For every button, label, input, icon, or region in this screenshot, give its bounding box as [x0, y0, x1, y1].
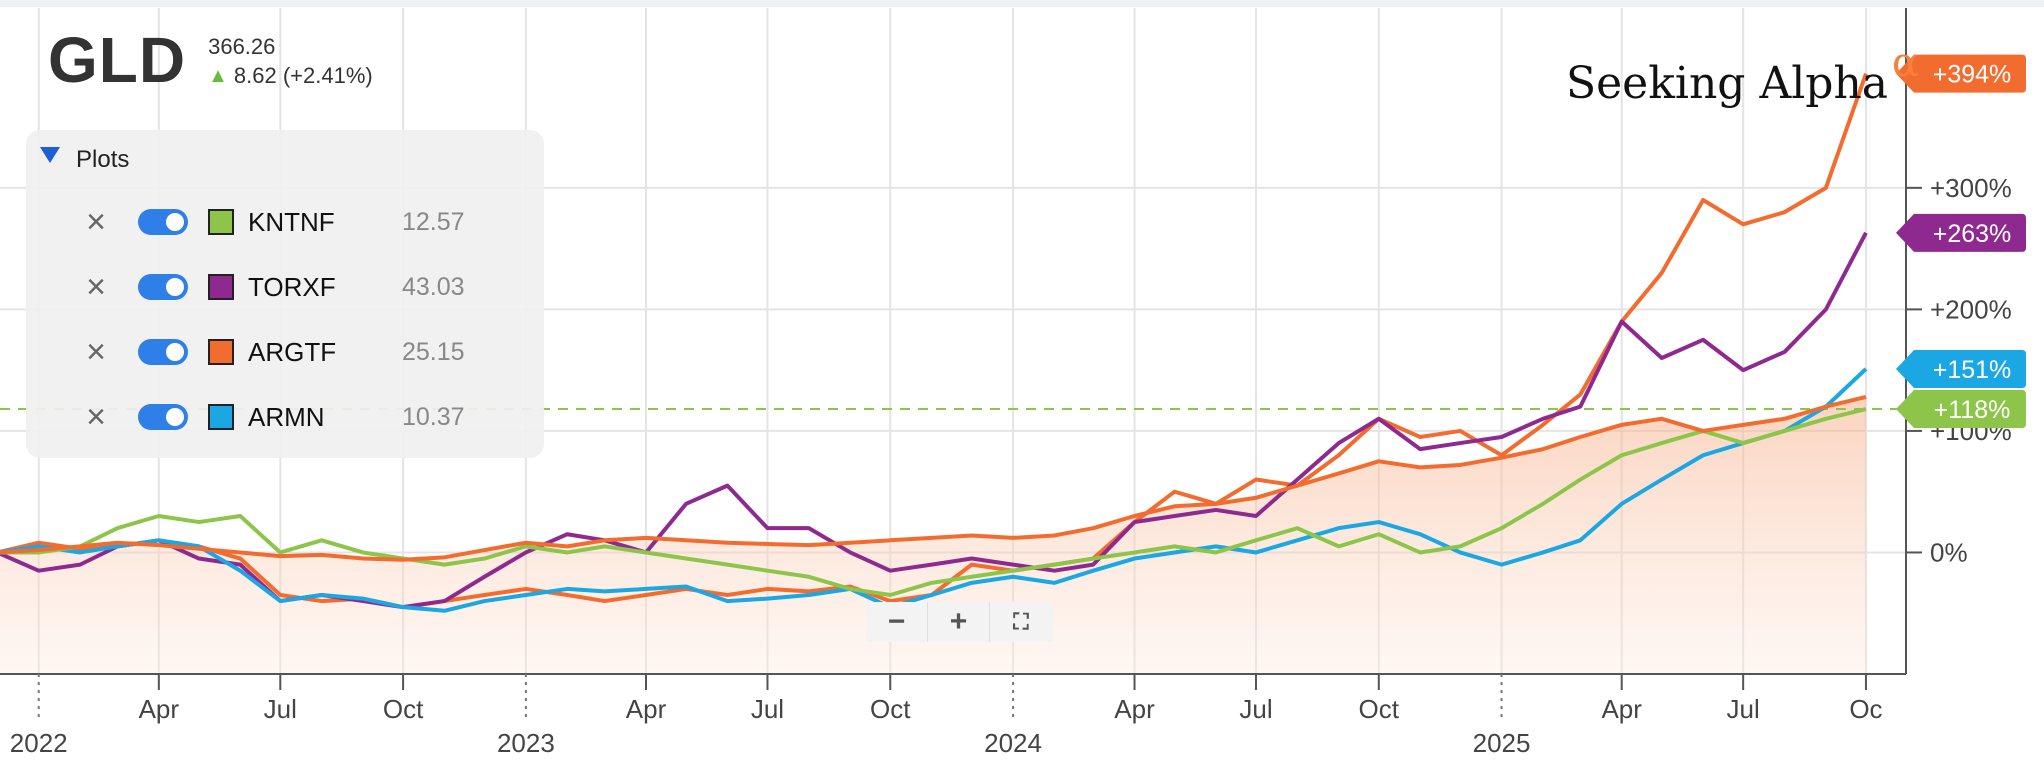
color-swatch — [208, 274, 234, 300]
close-icon[interactable]: × — [86, 203, 106, 241]
legend-value: 43.03 — [402, 272, 465, 301]
price-change-value: 8.62 (+2.41%) — [233, 63, 373, 88]
x-year-label: 2022 — [10, 728, 68, 758]
zoom-controls: − + ⛶ — [866, 602, 1054, 642]
quote-block: 366.26 ▲ 8.62 (+2.41%) — [208, 32, 373, 90]
end-label-text: +263% — [1933, 220, 2012, 248]
x-month-label: Oct — [383, 694, 424, 724]
legend-value: 12.57 — [402, 207, 465, 236]
color-swatch — [208, 339, 234, 365]
logo-text: Seeking Alpha — [1566, 58, 1889, 109]
color-swatch — [208, 209, 234, 235]
ticker-symbol: GLD — [48, 24, 187, 96]
y-tick-label: +200% — [1930, 294, 2012, 324]
x-year-label: 2025 — [1473, 728, 1531, 758]
end-label-bg — [1896, 213, 2026, 252]
legend-ticker: ARGTF — [248, 336, 337, 367]
plots-panel: Plots × KNTNF 12.57 × TORXF 43.03 × ARGTF 25.15 ×… — [26, 130, 544, 458]
series-lines — [0, 72, 1906, 613]
visibility-toggle[interactable] — [138, 209, 188, 235]
end-label-kntnf: +118% — [1896, 390, 2026, 429]
x-month-label: Apr — [139, 694, 180, 724]
triangle-down-icon — [40, 147, 60, 163]
toggle-knob — [166, 278, 184, 296]
series-line-kntnf — [0, 407, 1867, 597]
legend-ticker: TORXF — [248, 271, 336, 302]
x-month-label: Oct — [870, 694, 911, 724]
x-month-label: Jul — [264, 694, 297, 724]
series-line-armn — [0, 367, 1868, 613]
end-labels: +394% +263% +151% +118% — [1896, 54, 2026, 429]
x-month-label: Jul — [1727, 694, 1760, 724]
end-label-torxf: +263% — [1896, 213, 2026, 252]
zoom-out-button[interactable]: − — [866, 602, 928, 642]
seeking-alpha-logo: Seeking Alpha α — [1566, 40, 1919, 109]
legend-value: 10.37 — [402, 402, 465, 431]
x-year-label: 2024 — [984, 728, 1042, 758]
legend-item-kntnf: × KNTNF 12.57 — [84, 202, 465, 242]
x-month-label: Apr — [1114, 694, 1155, 724]
alpha-glyph: α — [1892, 40, 1920, 86]
end-label-text: +118% — [1934, 396, 2011, 424]
close-icon[interactable]: × — [86, 268, 106, 306]
y-tick-label: +300% — [1930, 173, 2012, 203]
legend-ticker: KNTNF — [248, 206, 335, 237]
legend-ticker: ARMN — [248, 401, 325, 432]
legend-item-argtf: × ARGTF 25.15 — [84, 332, 465, 372]
end-label-bg — [1896, 54, 2026, 93]
x-month-label: Oc — [1849, 694, 1882, 724]
close-icon[interactable]: × — [86, 398, 106, 436]
x-month-label: Apr — [1601, 694, 1642, 724]
visibility-toggle[interactable] — [138, 274, 188, 300]
end-label-argtf: +394% — [1896, 54, 2026, 93]
visibility-toggle[interactable] — [138, 339, 188, 365]
x-month-label: Apr — [626, 694, 667, 724]
legend-value: 25.15 — [402, 337, 465, 366]
end-label-text: +151% — [1933, 356, 2012, 384]
end-label-bg — [1896, 349, 2026, 388]
toggle-knob — [166, 408, 184, 426]
end-label-text: +394% — [1933, 61, 2012, 89]
series-line-gld — [0, 394, 1867, 562]
end-label-bg — [1896, 390, 2026, 429]
top-band — [0, 0, 2044, 7]
expand-icon[interactable]: ⛶ — [1013, 609, 1029, 634]
x-month-label: Jul — [751, 694, 784, 724]
visibility-toggle[interactable] — [138, 404, 188, 430]
quote-header: GLD 366.26 ▲ 8.62 (+2.41%) — [48, 24, 373, 96]
plots-title: Plots — [76, 146, 130, 173]
color-swatch — [208, 404, 234, 430]
legend-item-armn: × ARMN 10.37 — [84, 397, 465, 437]
end-label-armn: +151% — [1896, 349, 2026, 388]
zoom-in-button[interactable]: + — [928, 602, 990, 642]
toggle-knob — [166, 343, 184, 361]
toggle-knob — [166, 213, 184, 231]
up-arrow-icon: ▲ — [208, 65, 228, 87]
y-tick-label: 0% — [1930, 537, 1968, 567]
close-icon[interactable]: × — [86, 333, 106, 371]
x-month-label: Jul — [1239, 694, 1272, 724]
legend-item-torxf: × TORXF 43.03 — [84, 267, 465, 307]
price-change: ▲ 8.62 (+2.41%) — [208, 62, 373, 90]
last-price: 366.26 — [208, 34, 276, 59]
plots-toggle[interactable]: Plots — [40, 146, 129, 174]
x-year-label: 2023 — [497, 728, 555, 758]
x-month-label: Oct — [1359, 694, 1400, 724]
axes: 0%+100%+200%+300%Apr Jul Oct Apr Jul Oct Apr Ju… — [0, 8, 2012, 758]
